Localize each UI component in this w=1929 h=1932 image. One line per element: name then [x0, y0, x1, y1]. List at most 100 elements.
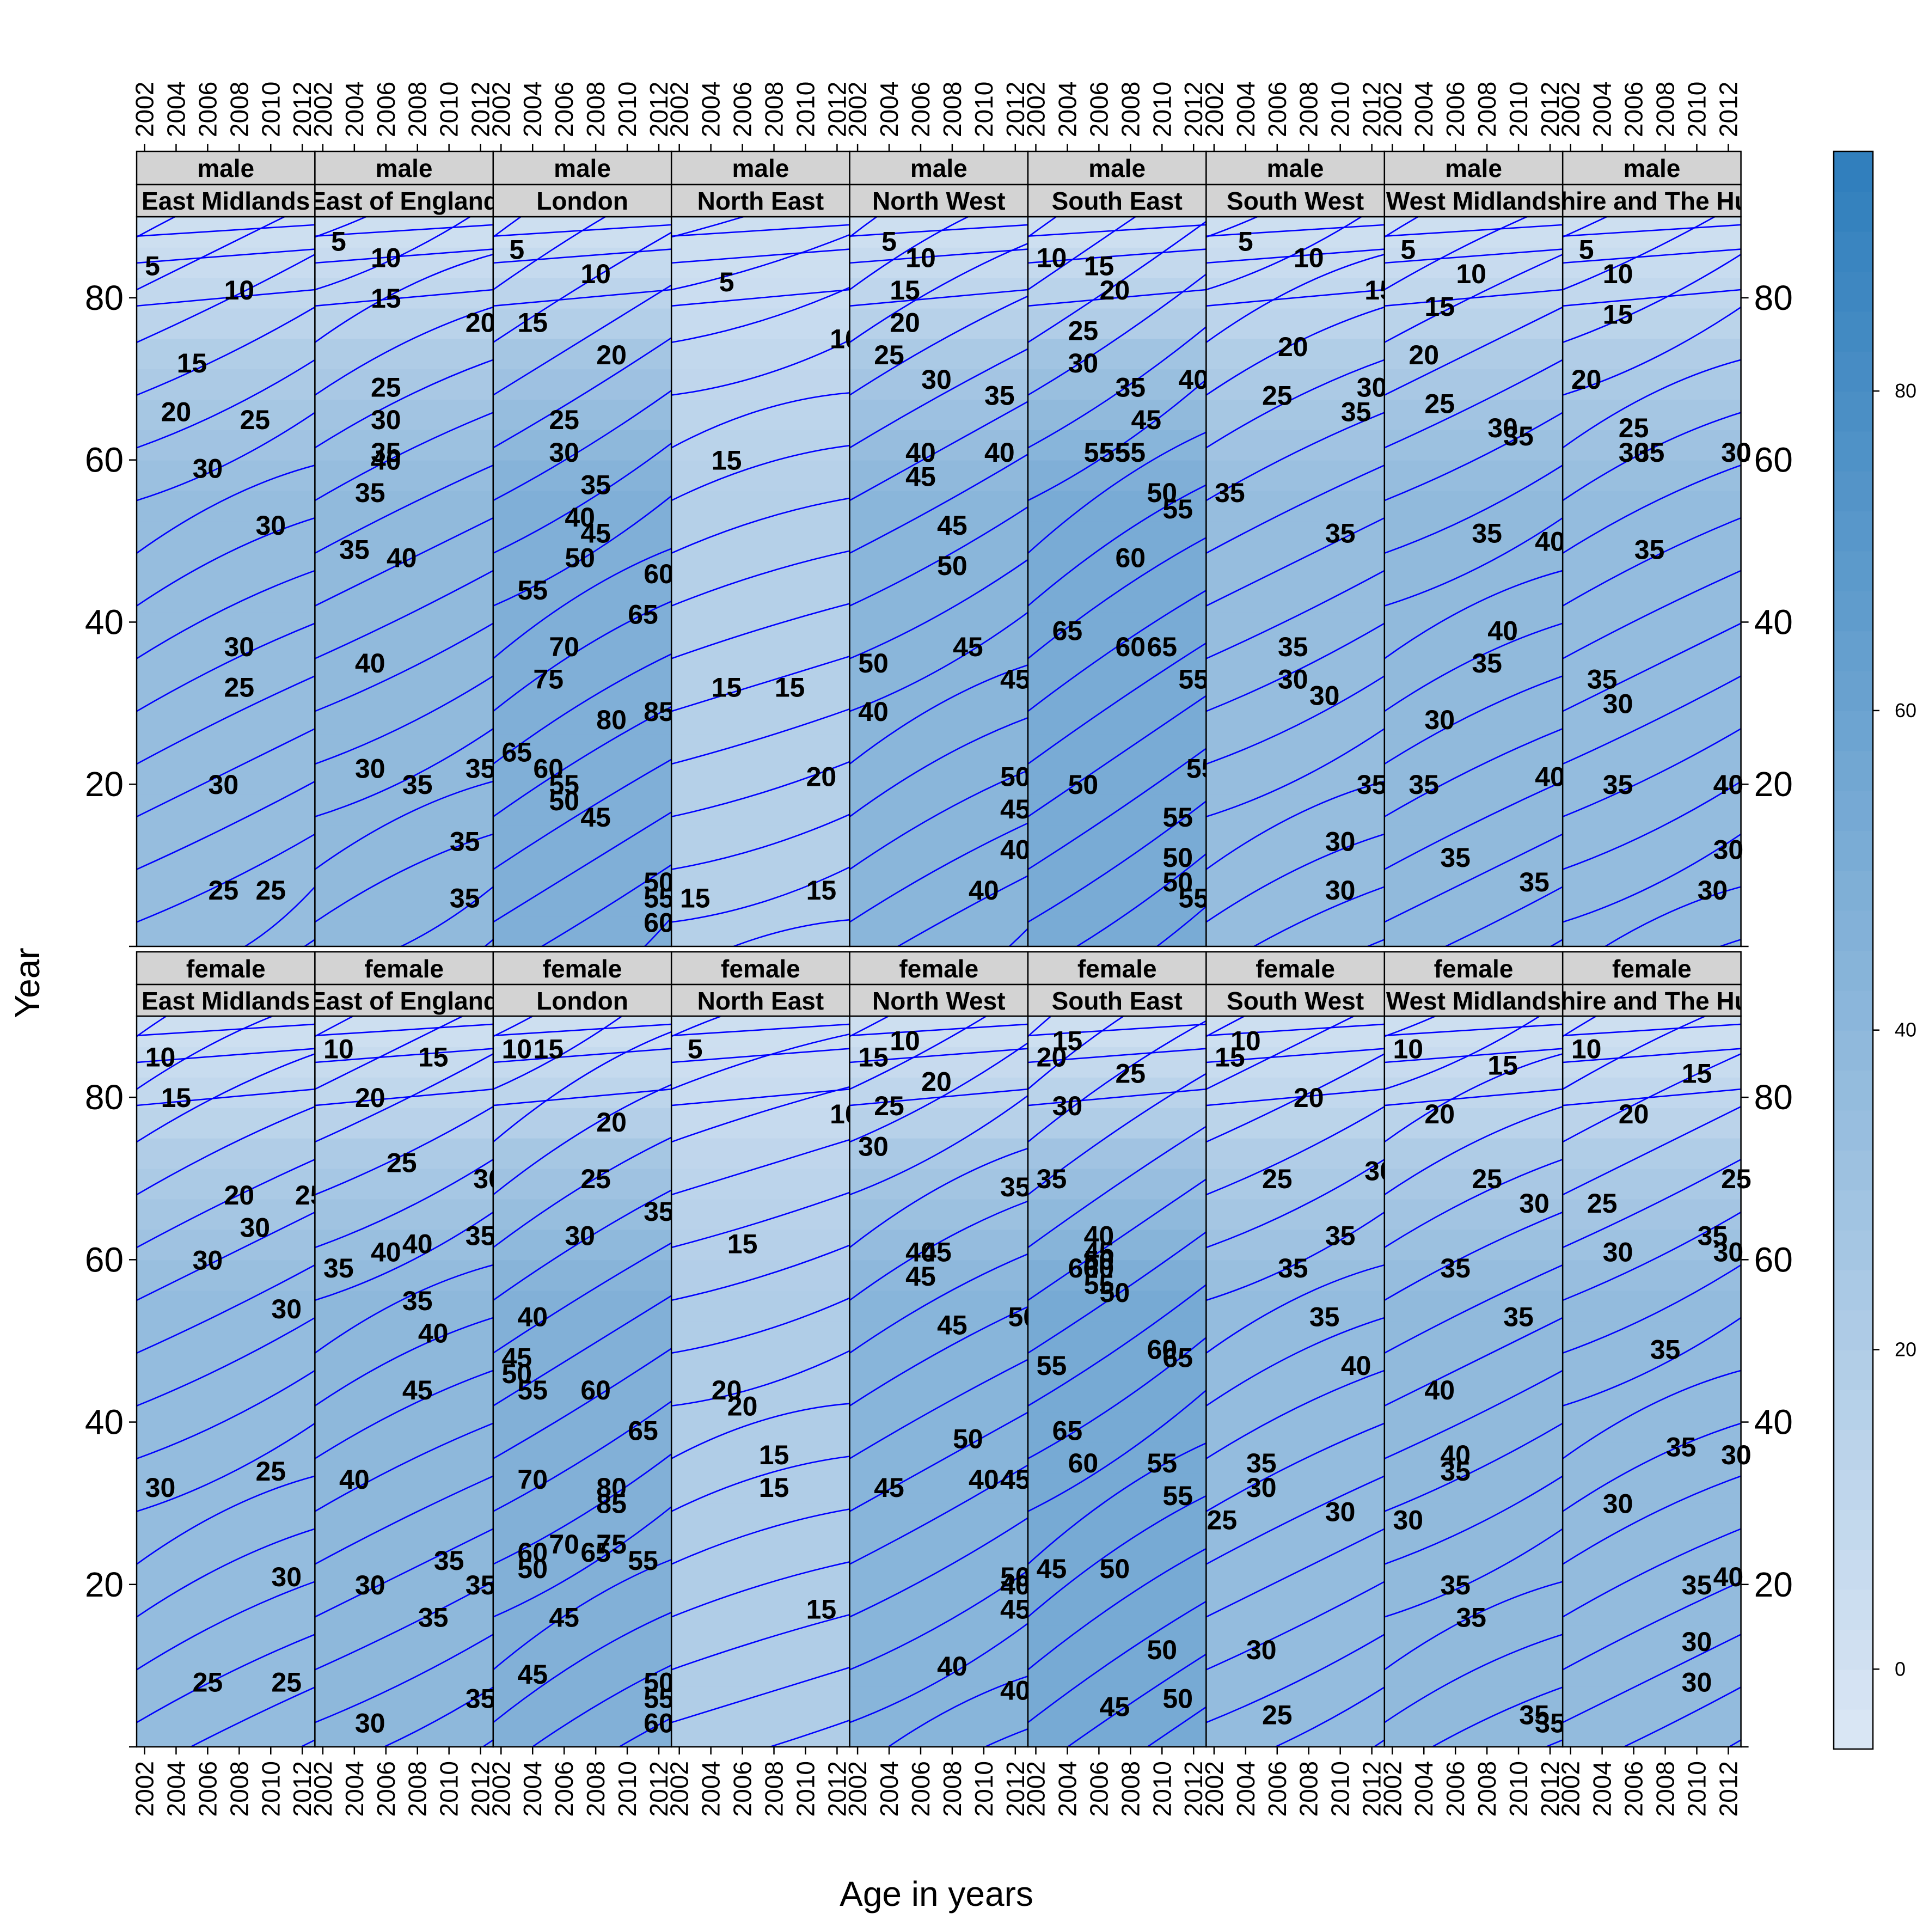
x-tick-label-top: 2004	[162, 82, 190, 137]
panel-band	[137, 338, 315, 370]
panel-band	[849, 824, 1028, 856]
x-tick-label-top: 2002	[1021, 82, 1050, 137]
panel-band	[1563, 733, 1741, 765]
panel-band	[1563, 551, 1741, 582]
panel-band	[1384, 1442, 1563, 1474]
contour-line	[1206, 217, 1259, 238]
panel-band	[1028, 1199, 1207, 1230]
panel-band	[315, 1199, 493, 1230]
panel-band	[493, 1442, 672, 1474]
panel-fill	[671, 217, 850, 946]
contour-line	[671, 1297, 850, 1354]
colorbar-band	[1834, 311, 1873, 352]
contour-label: 35	[1409, 769, 1439, 800]
contour-label: 20	[1100, 275, 1130, 305]
contour-label: 30	[271, 1562, 302, 1592]
contour-line	[1206, 833, 1385, 923]
panel-band	[1028, 399, 1207, 430]
contour-label: 70	[517, 1464, 548, 1495]
contour-label: 20	[1037, 1042, 1067, 1073]
contour-label: 30	[1246, 1635, 1277, 1665]
contour-line	[493, 231, 672, 343]
x-tick-label-top: 2006	[372, 82, 400, 137]
contour-line	[671, 217, 746, 238]
contour-label: 30	[1682, 1667, 1712, 1698]
panel-band	[849, 1472, 1028, 1504]
contour-line	[493, 1023, 672, 1037]
contour-line	[671, 1033, 850, 1090]
contour-label: 40	[1000, 834, 1031, 865]
panel-band	[315, 642, 493, 674]
colorbar-band	[1834, 231, 1873, 272]
panel-band	[849, 551, 1028, 582]
contour-line	[137, 1106, 315, 1196]
colorbar-band	[1834, 830, 1873, 871]
contour-label: 25	[1424, 388, 1455, 419]
contour-line	[671, 392, 850, 449]
contour-label: 35	[1519, 1699, 1550, 1730]
panel-band	[1563, 1503, 1741, 1534]
x-tick-label-bottom: 2012	[1714, 1761, 1742, 1817]
panel-band	[1206, 1411, 1385, 1443]
panel-band	[137, 1381, 315, 1413]
contour-label: 50	[1100, 1277, 1130, 1308]
contour-line	[315, 306, 493, 396]
contour-lines	[137, 1016, 315, 1747]
x-tick-label-top: 2012	[1001, 82, 1030, 137]
contour-line	[1384, 1264, 1563, 1354]
contour-line	[849, 1048, 1028, 1063]
contour-line	[1384, 1422, 1563, 1512]
contour-label: 25	[209, 875, 239, 906]
contour-label: 10	[890, 1026, 920, 1056]
contour-label: 35	[339, 534, 370, 565]
contour-line	[671, 708, 850, 765]
y-tick-label-right: 20	[1754, 1565, 1793, 1604]
contour-line	[1028, 326, 1207, 449]
x-tick-label-bottom: 2006	[1263, 1761, 1291, 1817]
contour-line	[137, 359, 315, 449]
panel-band	[315, 1686, 493, 1717]
panel-band	[315, 399, 493, 430]
contour-label: 85	[596, 1489, 627, 1519]
x-tick-label-top: 2002	[1378, 82, 1406, 137]
contour-label: 25	[255, 875, 286, 906]
contour-label: 15	[806, 1594, 837, 1625]
contour-label: 55	[1084, 437, 1114, 468]
panel-band	[1206, 429, 1385, 461]
contour-line	[137, 1528, 315, 1618]
contour-label: 40	[1535, 761, 1565, 792]
contour-line	[1028, 1495, 1207, 1618]
contour-label: 30	[355, 1570, 385, 1600]
contour-line	[1028, 1548, 1207, 1671]
panel-fill	[1206, 1016, 1385, 1747]
panel-band	[493, 1503, 672, 1534]
panel-band	[1384, 217, 1563, 248]
contour-line	[849, 769, 1028, 870]
panel-band	[671, 1472, 850, 1504]
contour-label: 45	[580, 518, 611, 549]
contour-line	[493, 248, 672, 264]
contour-line	[1563, 217, 1717, 291]
y-tick-label-left: 60	[85, 441, 124, 480]
contour-label: 15	[712, 672, 742, 703]
contour-line	[1206, 1048, 1385, 1063]
contour-label: 20	[1571, 364, 1602, 395]
contour-label: 45	[874, 1472, 904, 1503]
colorbar-band	[1834, 191, 1873, 232]
panel-band	[1384, 642, 1563, 674]
panel-band	[1206, 1442, 1385, 1474]
panel-band	[493, 1381, 672, 1413]
contour-label: 60	[1084, 1253, 1114, 1283]
panel-band	[1384, 490, 1563, 522]
contour-label: 70	[549, 1529, 579, 1560]
contour-label: 35	[1215, 478, 1245, 508]
contour-label: 55	[1162, 802, 1193, 833]
panel-band	[137, 1564, 315, 1595]
contour-label: 55	[1178, 664, 1209, 695]
contour-label: 30	[193, 454, 223, 484]
panel-band	[1028, 308, 1207, 339]
contour-label: 20	[1278, 332, 1308, 362]
contour-line	[1563, 1106, 1741, 1196]
contour-line	[315, 622, 493, 712]
contour-label: 15	[1052, 1026, 1083, 1056]
